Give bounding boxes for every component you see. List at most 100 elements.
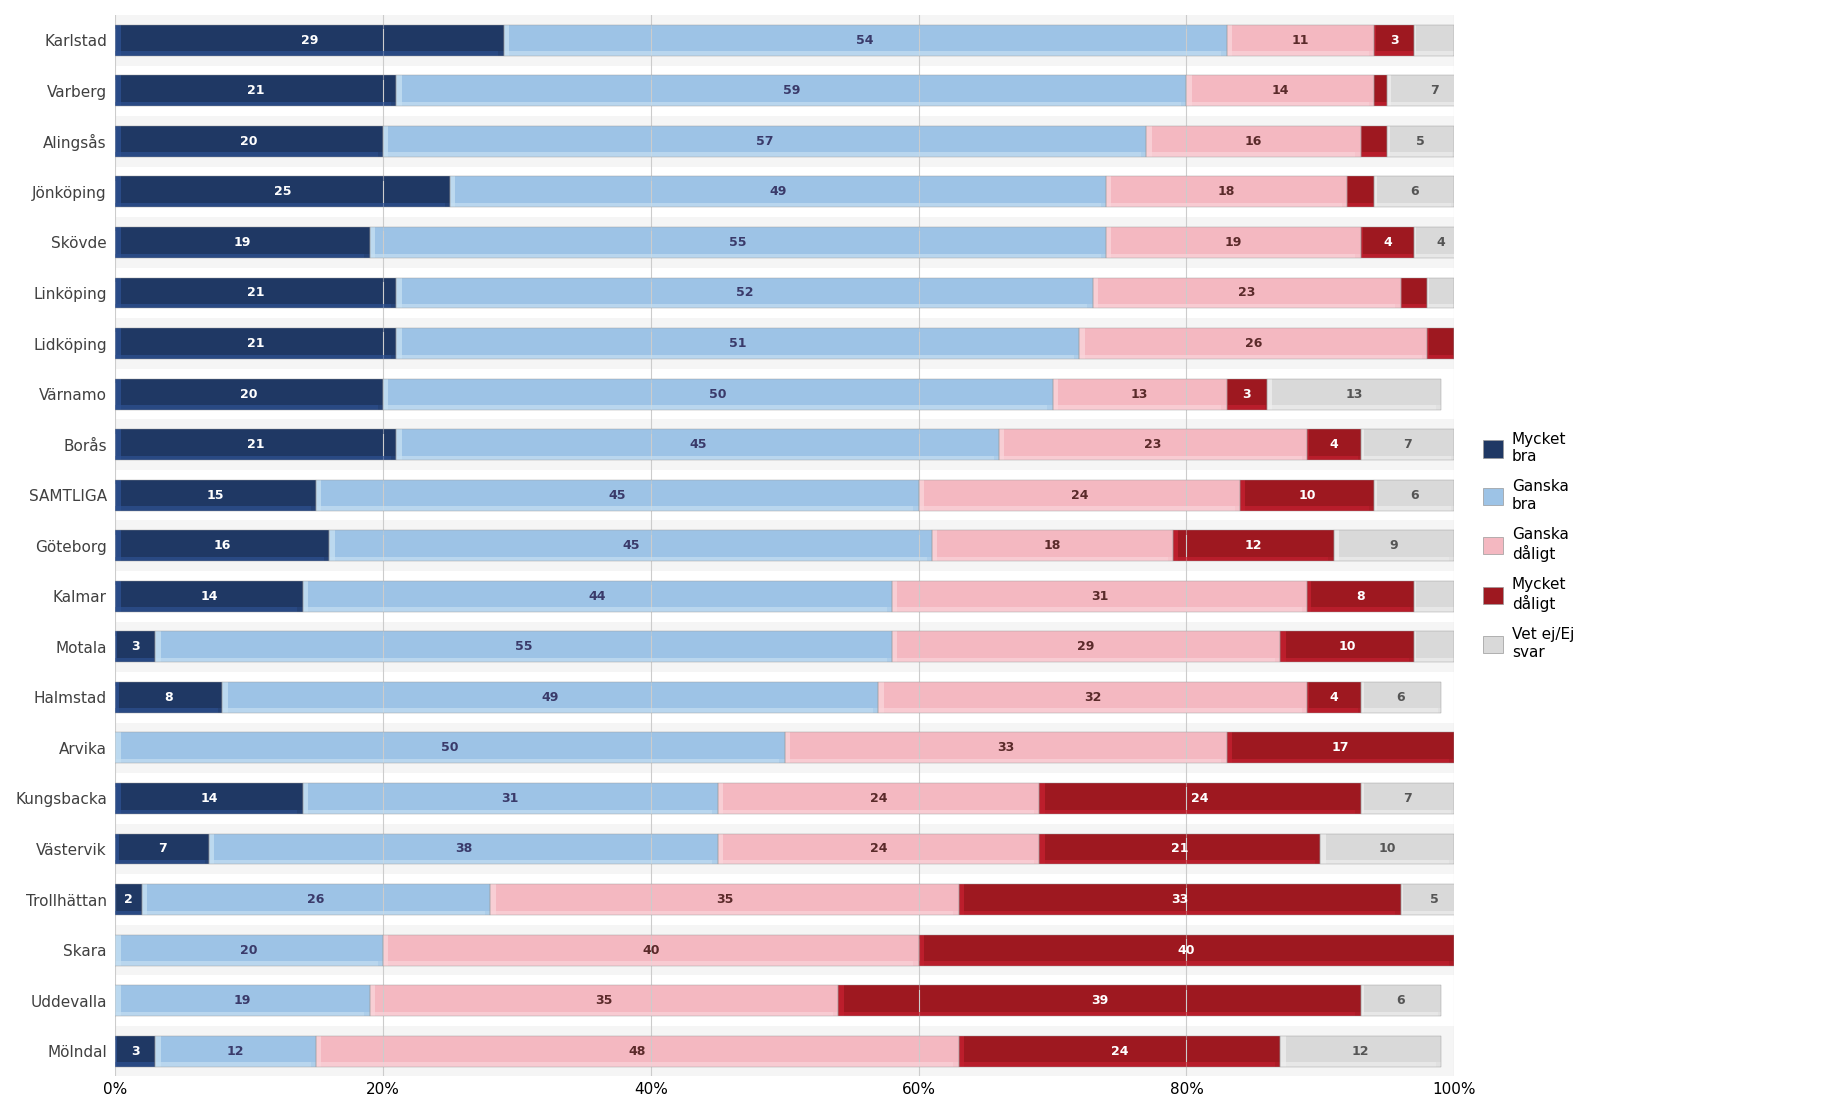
- Text: 31: 31: [502, 792, 519, 805]
- Bar: [223, 682, 878, 713]
- Bar: [1328, 530, 1333, 562]
- Text: 23: 23: [1145, 438, 1161, 451]
- Text: 25: 25: [274, 186, 292, 198]
- Text: 14: 14: [201, 792, 217, 805]
- Text: 45: 45: [623, 539, 639, 553]
- Bar: [155, 632, 891, 663]
- Bar: [115, 328, 396, 332]
- Bar: [223, 682, 878, 686]
- Bar: [115, 328, 121, 359]
- Bar: [918, 479, 924, 510]
- Bar: [918, 934, 924, 965]
- Text: 35: 35: [716, 893, 734, 906]
- Bar: [1373, 177, 1377, 207]
- Text: 20: 20: [241, 388, 257, 400]
- Text: 3: 3: [131, 641, 139, 654]
- Bar: [785, 759, 1227, 763]
- Bar: [1360, 985, 1441, 1016]
- Bar: [1307, 456, 1360, 460]
- Bar: [396, 355, 1079, 359]
- Bar: [396, 76, 1187, 107]
- Bar: [1413, 580, 1453, 612]
- Text: 8: 8: [1357, 589, 1364, 603]
- Bar: [115, 934, 383, 965]
- Bar: [115, 975, 1453, 1026]
- Bar: [329, 530, 931, 562]
- Bar: [1360, 126, 1388, 157]
- Bar: [115, 834, 208, 838]
- Bar: [115, 76, 396, 80]
- Text: 35: 35: [595, 994, 614, 1007]
- Bar: [1234, 479, 1240, 510]
- Text: 14: 14: [201, 589, 217, 603]
- Text: 50: 50: [442, 742, 458, 754]
- Bar: [1422, 328, 1428, 359]
- Bar: [785, 733, 1227, 737]
- Bar: [918, 506, 1240, 510]
- Bar: [115, 783, 121, 814]
- Bar: [155, 632, 161, 663]
- Bar: [223, 682, 228, 713]
- Bar: [383, 152, 1147, 157]
- Bar: [316, 1035, 959, 1066]
- Bar: [718, 834, 723, 864]
- Bar: [959, 1035, 964, 1066]
- Bar: [785, 733, 1227, 763]
- Bar: [1360, 783, 1453, 787]
- Bar: [1267, 405, 1441, 409]
- Bar: [1222, 378, 1227, 409]
- Bar: [1039, 783, 1360, 787]
- Bar: [1413, 24, 1453, 56]
- Bar: [1388, 126, 1453, 157]
- Bar: [1360, 126, 1388, 157]
- Bar: [1360, 985, 1441, 1016]
- Text: 26: 26: [307, 893, 325, 906]
- Text: 24: 24: [1191, 792, 1209, 805]
- Bar: [1275, 632, 1280, 663]
- Bar: [1453, 328, 1481, 359]
- Bar: [1348, 177, 1373, 207]
- Text: 49: 49: [542, 691, 559, 704]
- Bar: [115, 834, 119, 864]
- Bar: [115, 985, 369, 990]
- Bar: [316, 1035, 321, 1066]
- Bar: [1280, 632, 1413, 663]
- Bar: [115, 278, 396, 308]
- Bar: [1172, 530, 1333, 562]
- Bar: [1435, 1035, 1441, 1066]
- Bar: [1388, 126, 1453, 157]
- Bar: [115, 116, 1453, 167]
- Bar: [926, 530, 931, 562]
- Bar: [1107, 227, 1360, 231]
- Bar: [1373, 479, 1377, 510]
- Bar: [718, 834, 1039, 864]
- Bar: [1227, 378, 1267, 383]
- Bar: [115, 723, 1453, 773]
- Bar: [1227, 24, 1373, 56]
- Bar: [223, 708, 878, 713]
- Bar: [1360, 682, 1441, 713]
- Text: 45: 45: [688, 438, 707, 451]
- Bar: [1413, 607, 1453, 612]
- Bar: [1107, 203, 1348, 207]
- Bar: [1360, 985, 1364, 1016]
- Text: 40: 40: [643, 944, 659, 956]
- Bar: [1227, 759, 1453, 763]
- Bar: [1079, 328, 1428, 332]
- Bar: [115, 378, 383, 409]
- Bar: [1172, 530, 1178, 562]
- Bar: [999, 456, 1307, 460]
- Bar: [1373, 102, 1388, 107]
- Bar: [155, 1035, 316, 1066]
- Bar: [115, 51, 504, 56]
- Bar: [1307, 682, 1360, 686]
- Bar: [303, 607, 891, 612]
- Bar: [1167, 530, 1172, 562]
- Bar: [1373, 76, 1388, 107]
- Bar: [1147, 126, 1360, 157]
- Bar: [718, 834, 1039, 838]
- Bar: [489, 884, 959, 888]
- Bar: [115, 985, 369, 1016]
- Bar: [115, 1035, 155, 1066]
- Bar: [155, 632, 891, 663]
